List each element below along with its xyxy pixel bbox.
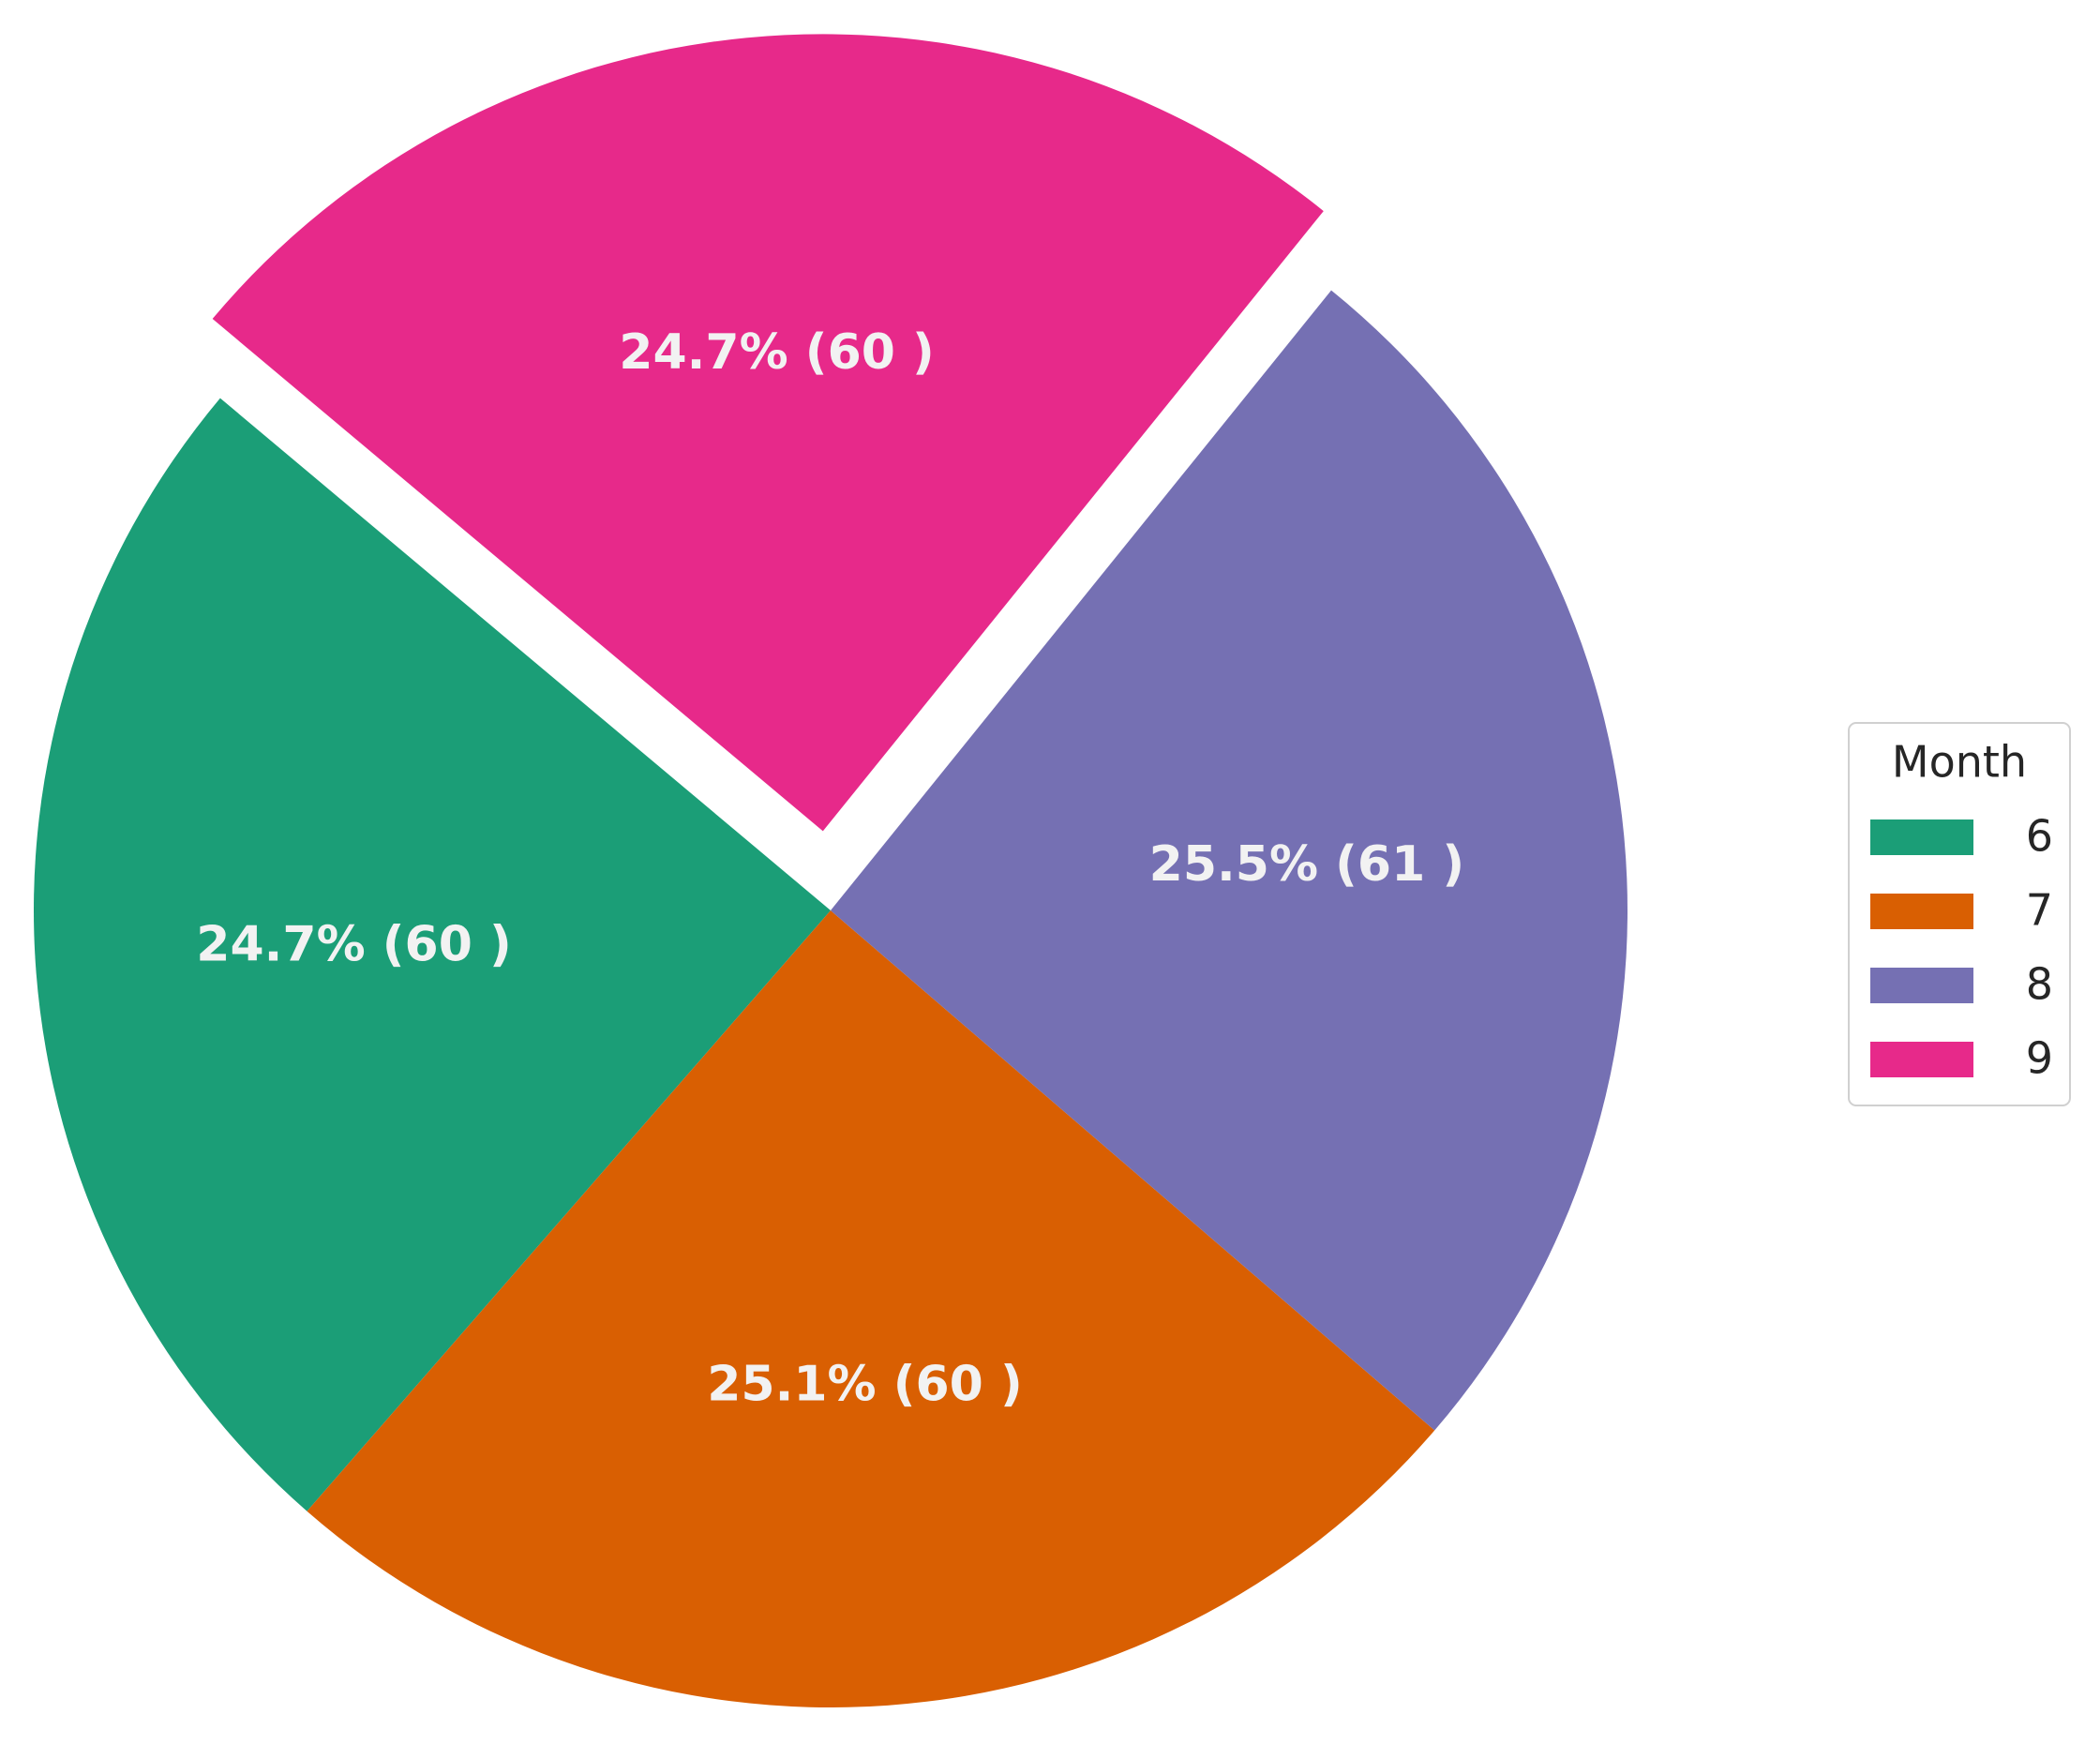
slice-label: 25.1% (60 ) xyxy=(707,1357,1023,1413)
slice-label: 24.7% (60 ) xyxy=(196,917,512,973)
legend-swatch xyxy=(1870,819,1973,855)
pie-slice xyxy=(307,910,1435,1707)
legend-label: 8 xyxy=(2026,959,2053,1010)
pie-slice xyxy=(212,34,1324,832)
legend-swatch xyxy=(1870,968,1973,1003)
legend-title: Month xyxy=(1892,737,2027,788)
legend-label: 9 xyxy=(2026,1033,2053,1084)
pie-slice xyxy=(33,398,832,1511)
slice-label: 24.7% (60 ) xyxy=(619,324,935,381)
pie-slice xyxy=(831,290,1628,1431)
legend-label: 7 xyxy=(2026,885,2053,936)
legend-label: 6 xyxy=(2026,811,2053,862)
legend-swatch xyxy=(1870,894,1973,929)
slice-label: 25.5% (61 ) xyxy=(1149,836,1465,893)
legend-swatch xyxy=(1870,1042,1973,1077)
